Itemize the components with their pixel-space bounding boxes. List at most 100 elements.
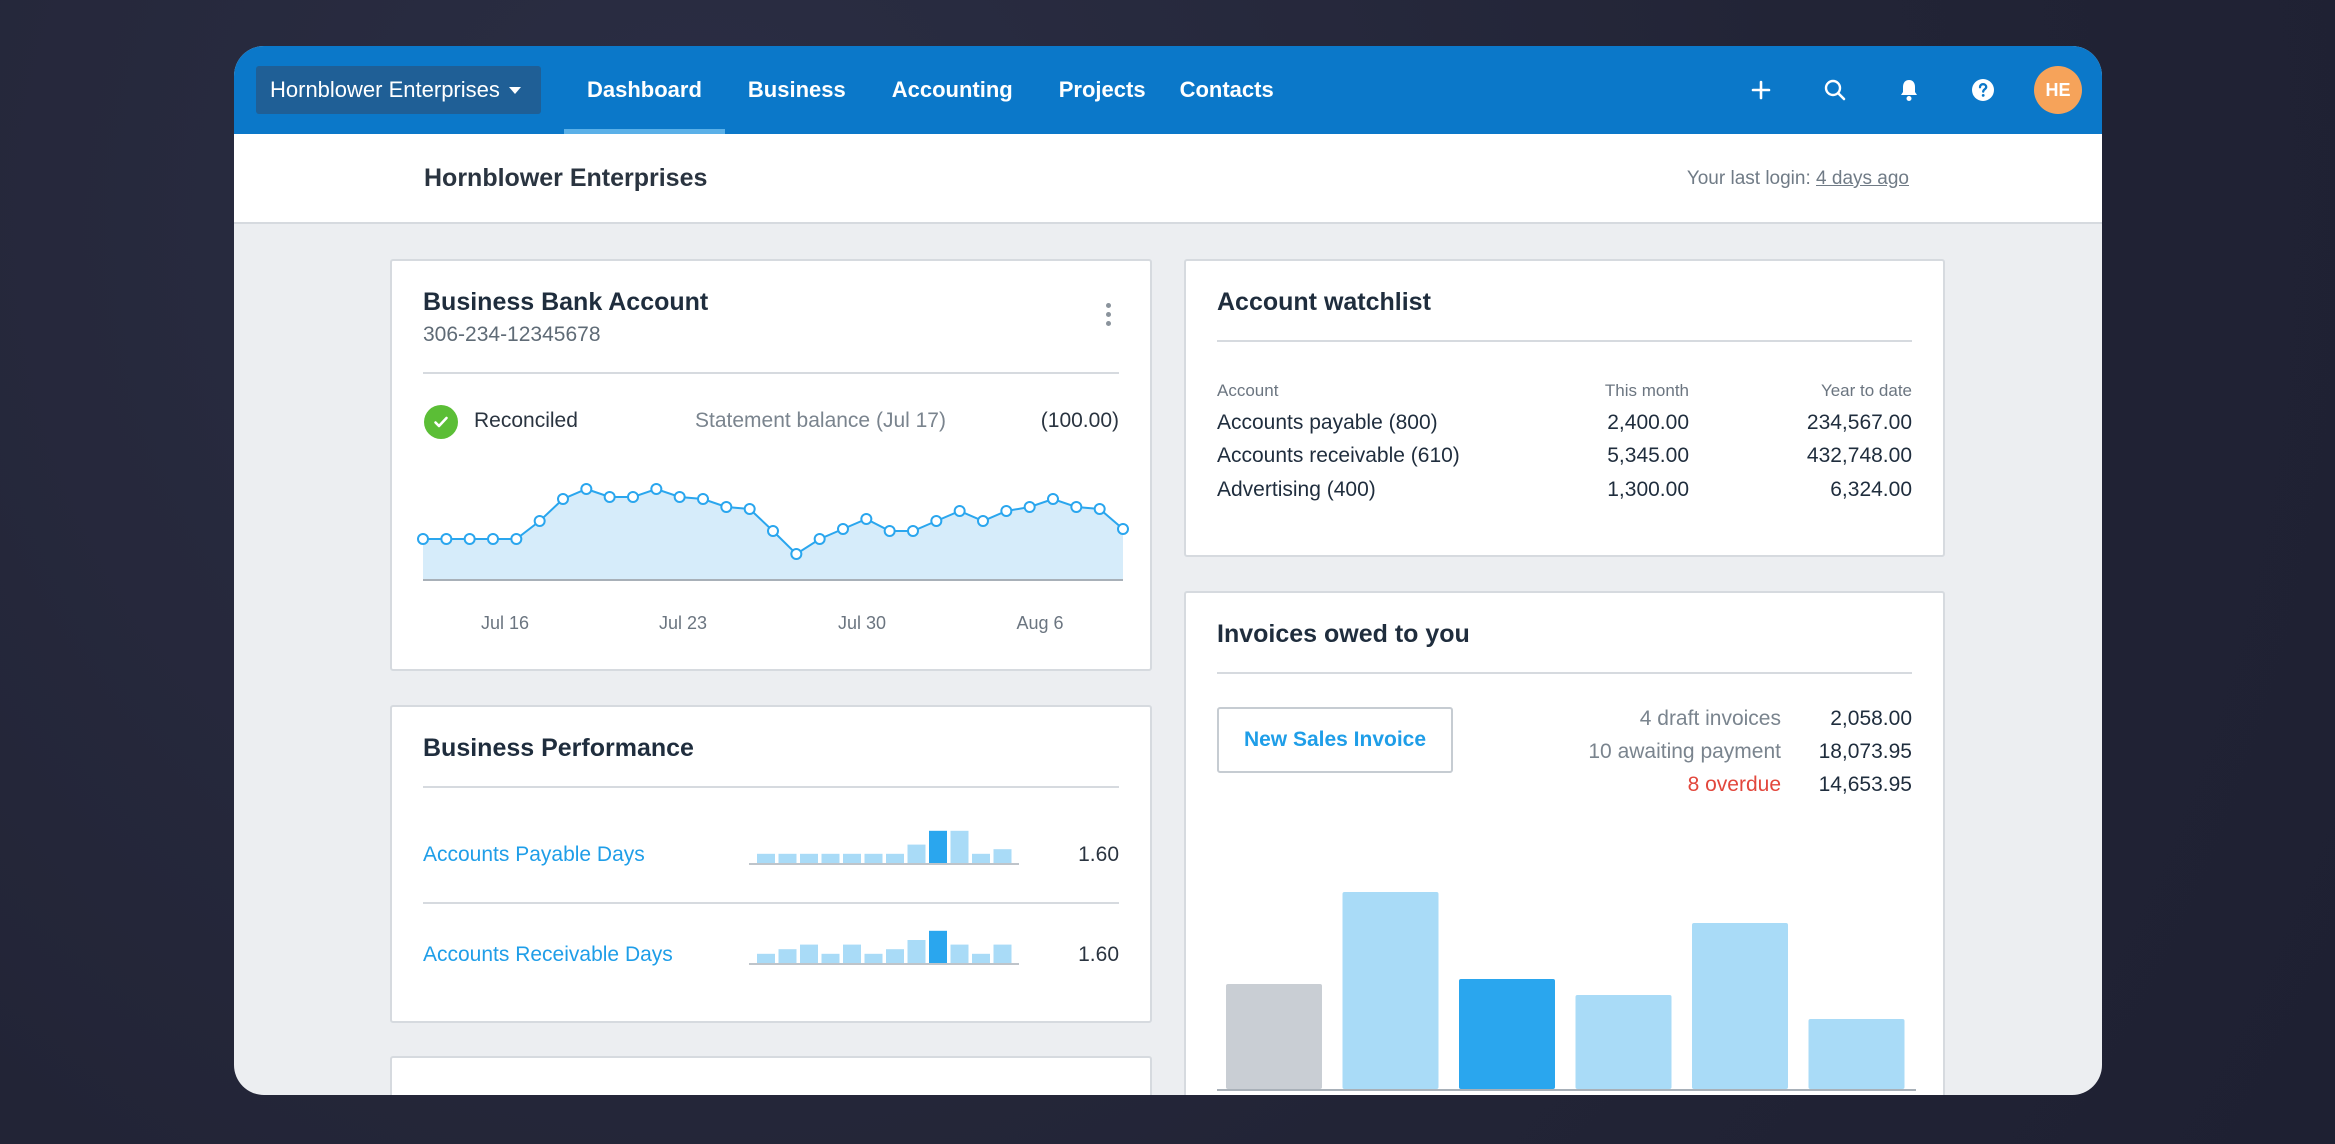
card-title[interactable]: Business Bank Account: [423, 288, 709, 316]
invoices-owed-card: Invoices owed to you New Sales Invoice 4…: [1184, 591, 1945, 1095]
balance-point: [603, 491, 616, 503]
x-tick-label: Jul 16: [480, 613, 530, 633]
avatar-initials: HE: [2045, 79, 2071, 100]
tab-label: Business: [747, 77, 846, 102]
help-icon[interactable]: [1961, 68, 2005, 112]
reconciled-status: Reconciled: [474, 409, 578, 432]
balance-point: [767, 525, 779, 537]
spark-bar: [993, 944, 1012, 963]
spark-bar: [929, 830, 947, 863]
statement-balance-label: Statement balance (Jul 17): [695, 409, 946, 432]
tab-label: Dashboard: [587, 77, 702, 102]
balance-point: [720, 501, 733, 513]
bell-icon[interactable]: [1887, 68, 1931, 112]
page-header: Hornblower Enterprises Your last login: …: [234, 134, 2102, 224]
last-login-link[interactable]: 4 days ago: [1816, 168, 1909, 189]
nav-tabs: Dashboard Business Accounting Projects C…: [564, 46, 1291, 134]
accounts-receivable-days-link[interactable]: Accounts Receivable Days: [423, 943, 673, 966]
balance-point: [650, 483, 663, 495]
app-window: Hornblower Enterprises Dashboard Busines…: [234, 46, 2102, 1095]
spark-bar: [993, 849, 1012, 863]
invoice-bar: [1575, 995, 1672, 1089]
spark-bar: [843, 944, 861, 963]
plus-icon[interactable]: [1739, 68, 1783, 112]
x-tick-label: Aug 6: [1016, 613, 1064, 633]
balance-point: [580, 483, 593, 495]
spark-bar: [757, 853, 775, 863]
next-card-partial: [390, 1056, 1152, 1095]
balance-point: [977, 515, 989, 527]
tab-label: Accounting: [891, 77, 1013, 102]
tab-dashboard[interactable]: Dashboard: [564, 46, 725, 134]
spark-bar: [821, 953, 840, 963]
bank-account-card: Business Bank Account 306-234-12345678 R…: [390, 259, 1152, 671]
org-switcher[interactable]: Hornblower Enterprises: [256, 66, 541, 114]
draft-invoices-amount: 2,058.00: [1830, 707, 1912, 730]
tab-projects[interactable]: Projects: [1036, 46, 1163, 134]
balance-point: [953, 505, 966, 517]
payable-days-value: 1.60: [1078, 843, 1119, 866]
last-login: Your last login: 4 days ago: [1687, 168, 1909, 190]
card-title: Business Performance: [423, 734, 694, 762]
invoice-bar: [1459, 979, 1555, 1089]
avatar[interactable]: HE: [2034, 66, 2082, 114]
more-options-icon[interactable]: [1106, 303, 1112, 330]
overdue-link[interactable]: 8 overdue: [1687, 773, 1781, 796]
tab-label: Contacts: [1179, 77, 1274, 102]
spark-bar: [907, 844, 926, 863]
account-watchlist-card: Account watchlist Account This month Yea…: [1184, 259, 1945, 557]
statement-balance-value: (100.00): [1040, 409, 1119, 432]
spark-bar: [778, 853, 797, 863]
balance-point: [930, 515, 943, 527]
business-performance-card: Business Performance Accounts Payable Da…: [390, 705, 1152, 1023]
spark-bar: [821, 853, 840, 863]
balance-point: [673, 491, 686, 503]
chevron-down-icon: [508, 86, 521, 94]
balance-point: [813, 533, 826, 545]
spark-bar: [864, 853, 883, 863]
search-icon[interactable]: [1813, 68, 1857, 112]
balance-point: [860, 513, 873, 525]
spark-bar: [950, 944, 969, 963]
accounts-payable-days-link[interactable]: Accounts Payable Days: [423, 843, 645, 866]
col-header-ytd: Year to date: [1820, 381, 1912, 400]
spark-bar: [757, 953, 775, 963]
receivable-days-value: 1.60: [1078, 943, 1119, 966]
receivable-days-sparkline: [749, 930, 1019, 965]
new-sales-invoice-button[interactable]: New Sales Invoice: [1217, 707, 1453, 773]
balance-point: [510, 533, 523, 545]
invoices-bar-chart: [1217, 892, 1916, 1091]
spark-bar: [800, 944, 818, 963]
tab-accounting[interactable]: Accounting: [869, 46, 1036, 134]
tab-contacts[interactable]: Contacts: [1163, 46, 1291, 134]
draft-invoices-link[interactable]: 4 draft invoices: [1639, 707, 1781, 730]
invoice-bar: [1226, 984, 1322, 1089]
watchlist-account[interactable]: Accounts receivable (610): [1217, 444, 1460, 467]
balance-point: [487, 533, 499, 545]
watchlist-account[interactable]: Advertising (400): [1217, 478, 1376, 501]
spark-bar: [886, 949, 904, 963]
col-header-account: Account: [1217, 381, 1279, 400]
spark-bar: [972, 953, 990, 963]
page-title: Hornblower Enterprises: [424, 164, 708, 192]
org-switcher-label: Hornblower Enterprises: [270, 77, 500, 102]
overdue-amount: 14,653.95: [1818, 773, 1912, 796]
card-title[interactable]: Invoices owed to you: [1217, 620, 1470, 648]
col-header-this-month: This month: [1604, 381, 1689, 400]
balance-point: [627, 491, 639, 503]
balance-point: [557, 493, 569, 505]
tab-label: Projects: [1058, 77, 1146, 102]
tab-business[interactable]: Business: [725, 46, 869, 134]
balance-point: [743, 503, 756, 515]
invoice-bar: [1692, 923, 1788, 1089]
balance-point: [417, 533, 429, 545]
spark-bar: [929, 930, 947, 963]
balance-point: [1023, 501, 1036, 513]
awaiting-payment-link[interactable]: 10 awaiting payment: [1588, 740, 1781, 763]
spark-bar: [800, 853, 818, 863]
spark-bar: [778, 949, 797, 963]
divider: [1217, 340, 1912, 342]
watchlist-account[interactable]: Accounts payable (800): [1217, 411, 1438, 434]
balance-point: [463, 533, 476, 545]
x-tick-label: Jul 23: [658, 613, 708, 633]
